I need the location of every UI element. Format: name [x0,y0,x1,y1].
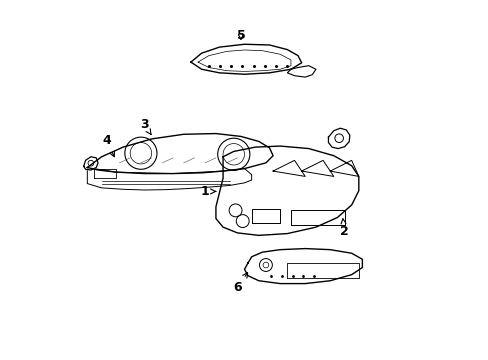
Text: 4: 4 [102,134,114,157]
Polygon shape [216,146,358,235]
Text: 2: 2 [340,219,348,238]
Polygon shape [287,66,315,77]
Polygon shape [83,157,98,170]
Text: 1: 1 [201,185,215,198]
Polygon shape [190,44,301,74]
Text: 3: 3 [140,118,151,134]
Text: 6: 6 [233,273,247,294]
Polygon shape [244,249,362,284]
Polygon shape [87,134,272,174]
Polygon shape [328,128,349,149]
Text: 5: 5 [236,29,245,42]
Polygon shape [87,167,251,190]
